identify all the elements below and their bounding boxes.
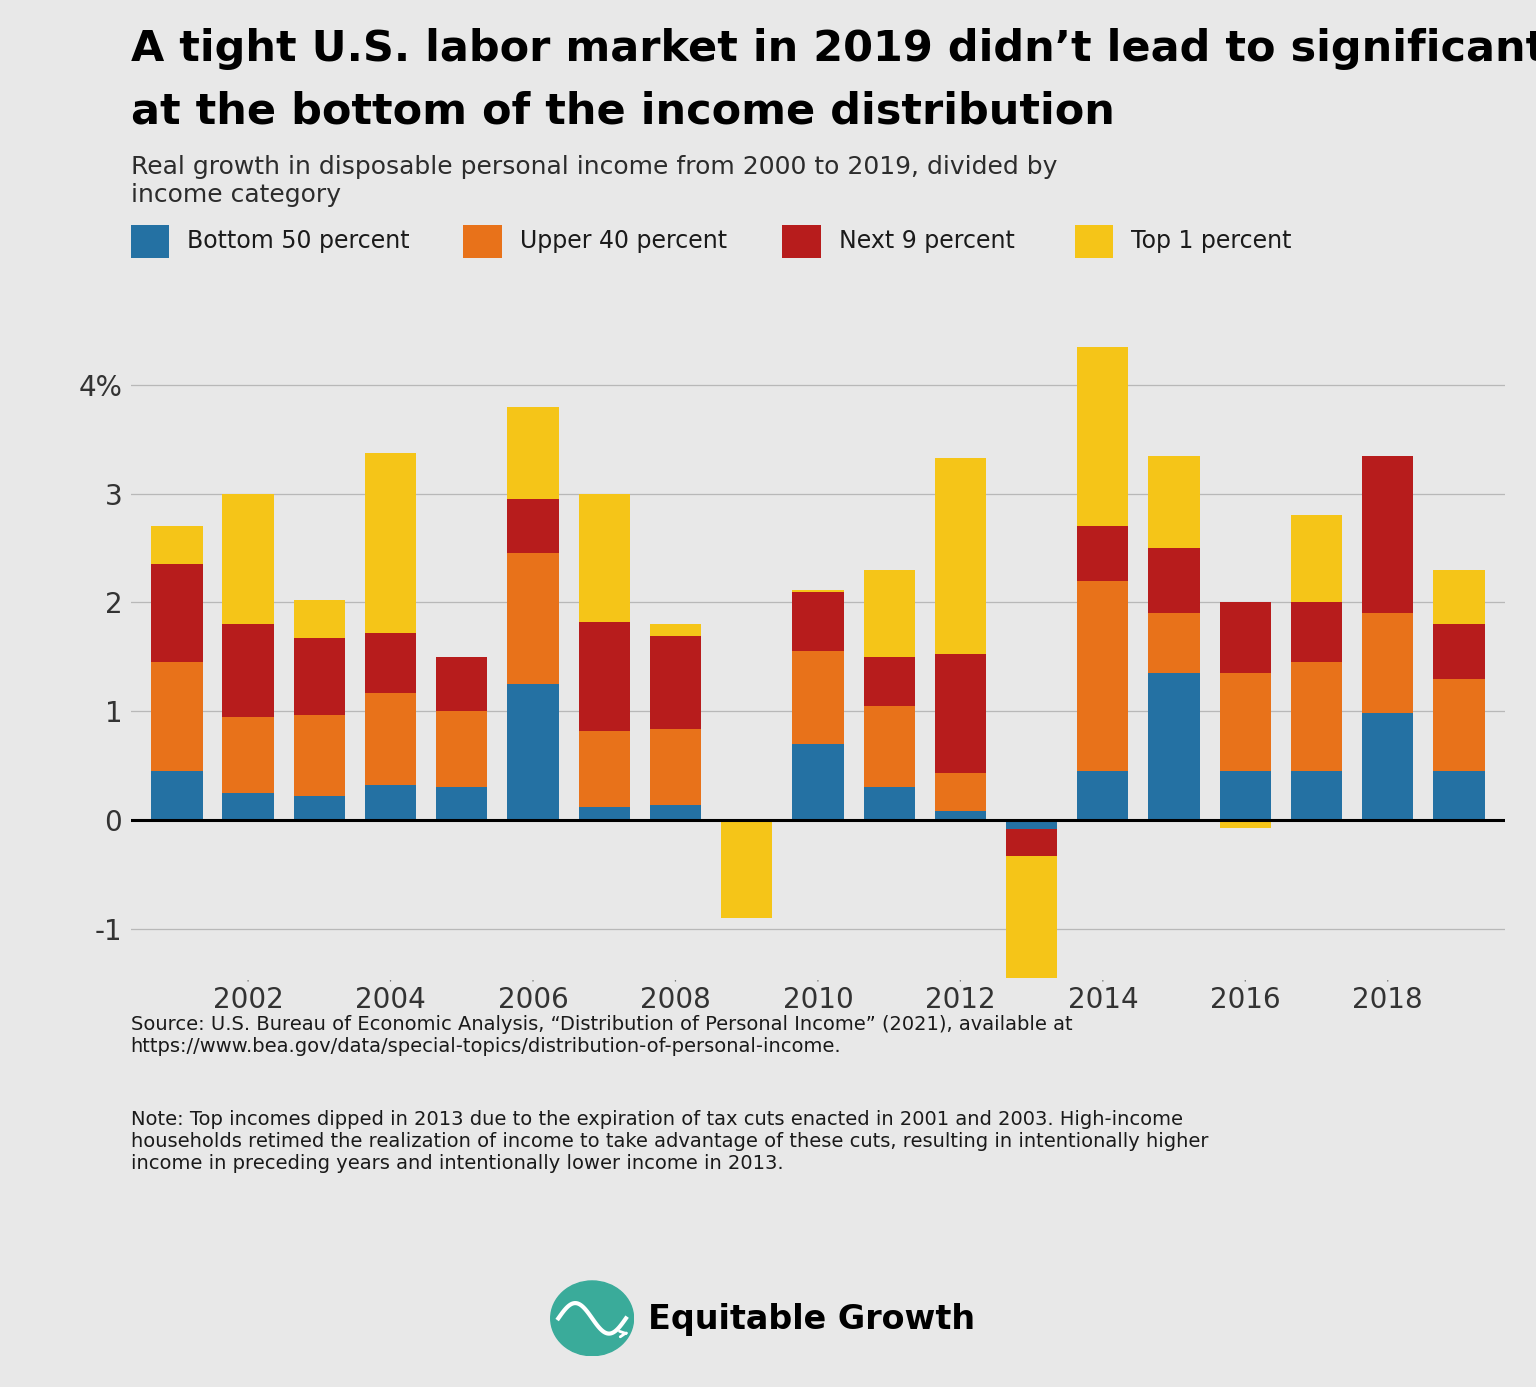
Bar [579,621,630,731]
Bar [650,728,700,804]
Text: Bottom 50 percent: Bottom 50 percent [187,229,410,254]
Bar [366,692,416,785]
Bar [793,652,843,743]
Bar [507,499,559,553]
Bar [151,663,203,771]
Bar [293,638,346,714]
Bar [650,637,700,728]
Bar [793,592,843,652]
Bar [650,804,700,820]
Bar [507,406,559,499]
Bar [935,653,986,774]
Text: Source: U.S. Bureau of Economic Analysis, “Distribution of Personal Income” (202: Source: U.S. Bureau of Economic Analysis… [131,1015,1072,1057]
Bar [935,774,986,811]
Bar [293,601,346,638]
Bar [507,553,559,684]
Bar [1220,771,1270,820]
Bar [151,565,203,663]
Bar [1362,713,1413,820]
Bar [1006,829,1057,856]
Bar [1149,613,1200,673]
Text: Equitable Growth: Equitable Growth [648,1302,975,1336]
Bar [863,788,915,820]
Text: Top 1 percent: Top 1 percent [1132,229,1292,254]
Bar [935,458,986,653]
Bar [151,526,203,565]
Bar [366,632,416,692]
Bar [1433,624,1485,678]
Bar [1220,673,1270,771]
Bar [293,796,346,820]
Bar [935,811,986,820]
Bar [1149,548,1200,613]
Bar [293,714,346,796]
Bar [436,788,487,820]
Bar [1149,455,1200,548]
Text: at the bottom of the income distribution: at the bottom of the income distribution [131,90,1115,132]
Bar [1006,856,1057,986]
Bar [579,807,630,820]
Text: A tight U.S. labor market in 2019 didn’t lead to significant gains: A tight U.S. labor market in 2019 didn’t… [131,28,1536,69]
Bar [1220,602,1270,673]
Text: Note: Top incomes dipped in 2013 due to the expiration of tax cuts enacted in 20: Note: Top incomes dipped in 2013 due to … [131,1110,1207,1172]
Text: Real growth in disposable personal income from 2000 to 2019, divided by
income c: Real growth in disposable personal incom… [131,155,1057,207]
Circle shape [551,1282,633,1355]
Bar [436,657,487,712]
Bar [863,657,915,706]
Bar [1290,602,1342,663]
Bar [793,743,843,820]
Bar [863,570,915,657]
Bar [223,717,273,793]
Bar [1433,570,1485,624]
Bar [151,771,203,820]
Bar [1290,516,1342,602]
Bar [1149,673,1200,820]
Bar [366,454,416,632]
Bar [863,706,915,788]
Text: Upper 40 percent: Upper 40 percent [521,229,727,254]
Bar [366,785,416,820]
Bar [1433,771,1485,820]
Bar [436,712,487,788]
Bar [223,624,273,717]
Bar [579,731,630,807]
Bar [1220,820,1270,828]
Bar [223,793,273,820]
Text: Next 9 percent: Next 9 percent [839,229,1015,254]
Bar [720,820,773,918]
Bar [223,494,273,624]
Bar [1077,526,1129,581]
Bar [1077,771,1129,820]
Bar [1077,341,1129,526]
Bar [1006,820,1057,829]
Bar [1290,663,1342,771]
Bar [579,494,630,621]
Bar [650,624,700,637]
Bar [1290,771,1342,820]
Bar [1433,678,1485,771]
Bar [1077,581,1129,771]
Bar [1362,613,1413,713]
Bar [1362,455,1413,613]
Bar [507,684,559,820]
